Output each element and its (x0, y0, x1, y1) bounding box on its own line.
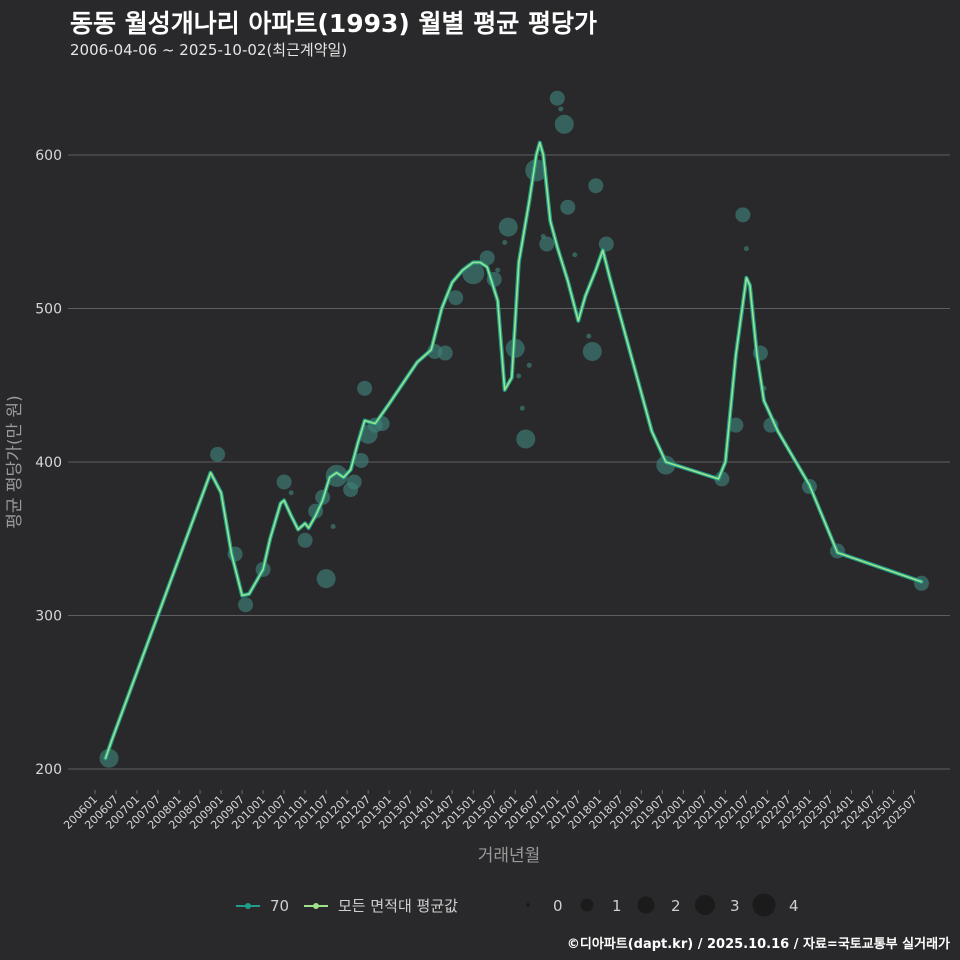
y-tick-200: 200 (35, 762, 62, 778)
bubble-point (479, 250, 495, 266)
legend-size-label-1: 1 (612, 897, 622, 915)
legend-size-label-2: 2 (671, 897, 681, 915)
legend: 70 모든 면적대 평균값 0 1 2 3 4 (236, 893, 799, 917)
line-layer (103, 140, 924, 761)
chart-subtitle: 2006-04-06 ~ 2025-10-02(최근계약일) (70, 41, 348, 59)
bubble-point (325, 464, 348, 487)
legend-size-label-3: 3 (730, 897, 740, 915)
legend-size-label-0: 0 (553, 897, 563, 915)
legend-size-scale: 0 1 2 3 4 (526, 893, 799, 917)
bubble-layer (99, 90, 929, 768)
bubble-point (582, 341, 602, 361)
y-axis-title: 평균 평당가(만 원) (5, 395, 25, 529)
bubble-point (498, 217, 518, 237)
grid-lines (68, 154, 950, 770)
bubble-point (516, 373, 522, 379)
bubble-point (549, 90, 565, 106)
bubble-point (588, 178, 604, 194)
bubble-point (316, 569, 336, 589)
legend-size-dot-4 (752, 893, 776, 917)
bubble-point (346, 474, 362, 490)
bubble-point (437, 345, 453, 361)
bubble-point (502, 239, 508, 245)
x-axis-title: 거래년월 (478, 846, 541, 866)
y-tick-400: 400 (35, 455, 62, 471)
legend-size-label-4: 4 (789, 897, 799, 915)
bubble-point (353, 452, 369, 468)
bubble-point (288, 490, 294, 496)
bubble-point (330, 523, 336, 529)
legend-label-all: 모든 면적대 평균값 (338, 897, 458, 915)
caption: ©디아파트(dapt.kr) / 2025.10.16 / 자료=국토교통부 실… (566, 937, 950, 952)
bubble-point (554, 114, 574, 134)
bubble-point (525, 159, 548, 182)
bubble-point (572, 252, 578, 258)
bubble-point (99, 748, 119, 768)
bubble-point (238, 597, 254, 613)
y-tick-labels: 200 300 400 500 600 (35, 148, 62, 778)
legend-size-dot-2 (637, 896, 655, 914)
legend-label-70: 70 (270, 897, 289, 915)
legend-size-dot-1 (580, 898, 594, 912)
bubble-point (297, 532, 313, 548)
legend-swatch-all-dot (313, 903, 319, 909)
bubble-point (539, 236, 555, 252)
bubble-point (526, 362, 532, 368)
bubble-point (598, 236, 614, 252)
x-tick-labels: 2006012006072007012007072008012008072009… (61, 790, 920, 832)
bubble-point (728, 417, 744, 433)
bubble-point (448, 290, 464, 306)
y-tick-500: 500 (35, 302, 62, 318)
bubble-point (558, 106, 564, 112)
legend-size-dot-0 (526, 903, 530, 907)
y-tick-600: 600 (35, 148, 62, 164)
bubble-point (586, 333, 592, 339)
bubble-point (462, 262, 485, 285)
bubble-point (735, 207, 751, 223)
chart-title: 동동 월성개나리 아파트(1993) 월별 평균 평당가 (70, 9, 597, 38)
bubble-point (656, 455, 676, 475)
bubble-point (210, 446, 226, 462)
y-tick-300: 300 (35, 609, 62, 625)
bubble-point (495, 267, 501, 273)
series-line-all (104, 141, 923, 760)
legend-swatch-70-dot (245, 903, 251, 909)
bubble-point (276, 474, 292, 490)
bubble-point (516, 429, 536, 449)
bubble-point (357, 380, 373, 396)
bubble-point (743, 246, 749, 252)
legend-size-dot-3 (695, 895, 715, 915)
bubble-point (560, 199, 576, 215)
bubble-point (519, 405, 525, 411)
